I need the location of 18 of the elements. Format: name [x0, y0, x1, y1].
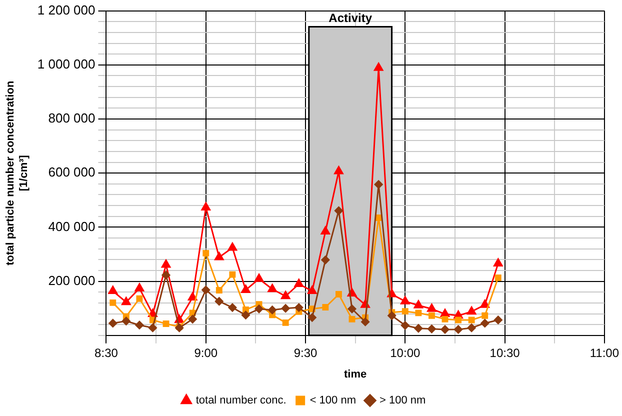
- x-axis-title: time: [344, 368, 367, 380]
- x-tick-label: 11:00: [590, 346, 620, 360]
- y-axis-title: total particle number concentration [1/cm³]: [4, 80, 30, 266]
- x-tick-label: 9:00: [194, 346, 218, 360]
- legend-label: > 100 nm: [379, 394, 426, 407]
- y-tick-label: 400 000: [48, 218, 96, 234]
- x-tick-label: 8:30: [94, 346, 118, 360]
- x-tick-label: 10:00: [390, 346, 420, 360]
- x-tick-label: 9:30: [294, 346, 318, 360]
- y-tick-label: 1 200 000: [37, 2, 96, 18]
- legend-label: total number conc.: [196, 394, 286, 407]
- x-tick-label: 10:30: [490, 346, 520, 360]
- y-tick-label: 600 000: [48, 164, 96, 180]
- y-tick-label: 200 000: [48, 272, 96, 288]
- y-tick-label: 1 000 000: [37, 56, 96, 72]
- y-tick-label: 800 000: [48, 110, 96, 126]
- legend-label: < 100 nm: [310, 394, 356, 407]
- band-label: Activity: [328, 11, 372, 26]
